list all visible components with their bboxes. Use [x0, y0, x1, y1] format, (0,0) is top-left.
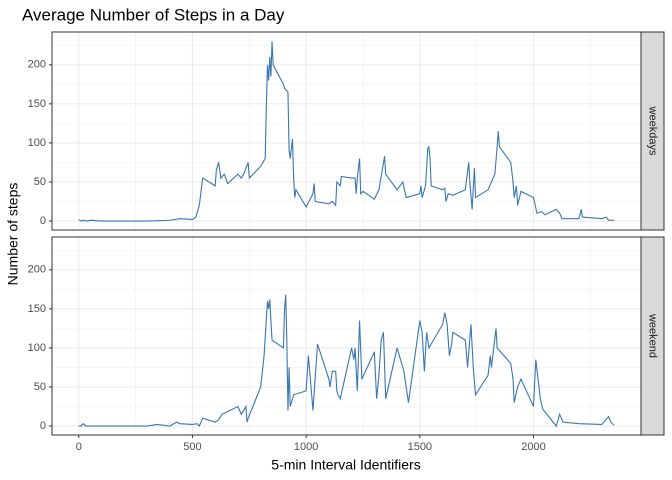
y-tick-label: 0: [40, 215, 46, 227]
x-tick-label: 2000: [521, 441, 545, 453]
y-tick-label: 100: [28, 342, 46, 354]
y-tick-label: 100: [28, 137, 46, 149]
y-tick-label: 50: [34, 381, 46, 393]
strip: [640, 31, 665, 231]
y-tick-label: 0: [40, 420, 46, 432]
x-axis-label: 5-min Interval Identifiers: [271, 457, 420, 473]
line: [78, 41, 615, 222]
y-tick-label: 150: [28, 98, 46, 110]
x-tick-label: 1000: [294, 441, 318, 453]
chart-title: Average Number of Steps in a Day: [22, 5, 285, 24]
panel: [52, 237, 641, 435]
y-tick-label: 150: [28, 303, 46, 315]
line: [78, 294, 615, 428]
x-tick-label: 0: [76, 441, 82, 453]
y-tick-label: 200: [28, 59, 46, 71]
strip-label: weekend: [647, 313, 659, 358]
x-tick-label: 1500: [408, 441, 432, 453]
y-axis-label: Number of steps: [5, 183, 21, 286]
x-tick-label: 500: [183, 441, 201, 453]
strip: [640, 236, 665, 436]
panel: [52, 32, 641, 230]
y-tick-label: 200: [28, 264, 46, 276]
strip-label: weekdays: [647, 106, 659, 156]
y-tick-label: 50: [34, 176, 46, 188]
